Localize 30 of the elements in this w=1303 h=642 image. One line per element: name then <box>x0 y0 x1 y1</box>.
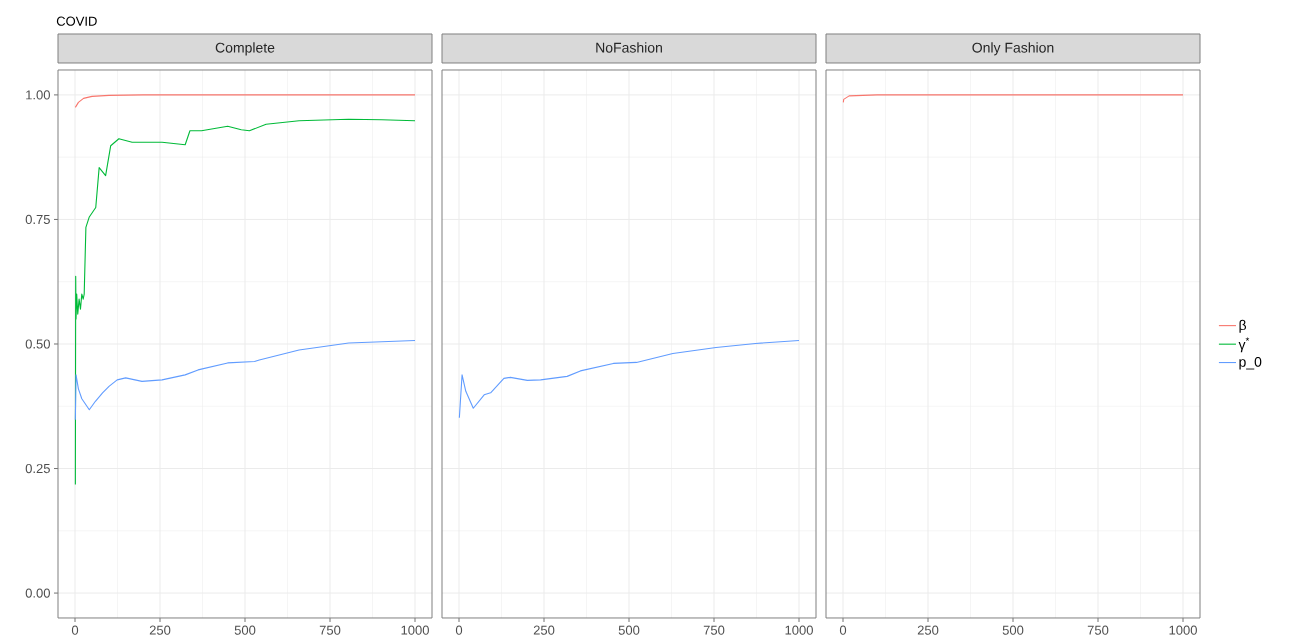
x-tick-label: 750 <box>703 625 725 635</box>
x-tick-label: 1000 <box>785 625 813 635</box>
line-series <box>74 118 416 486</box>
line-series <box>74 339 416 421</box>
y-tick-label: 0.00 <box>25 588 50 598</box>
x-tick-label: 500 <box>1002 625 1024 635</box>
chart-title: Complete <box>215 42 275 56</box>
y-tick-label: 0.75 <box>25 214 50 225</box>
y-tick-label: 0.50 <box>25 339 50 349</box>
legend-label: p_0 <box>1239 356 1262 370</box>
x-tick-label: 1000 <box>1169 625 1197 635</box>
x-tick-label: 750 <box>1087 625 1109 635</box>
x-tick-label: 0 <box>839 625 847 635</box>
x-tick-label: 500 <box>234 625 256 635</box>
legend-label: γ$^{*}$ <box>1238 337 1250 353</box>
x-tick-label: 0 <box>455 625 463 635</box>
x-tick-label: 1000 <box>401 625 429 635</box>
legend-label: β <box>1239 319 1247 333</box>
chart-title: Only Fashion <box>972 42 1054 56</box>
x-tick-label: 250 <box>533 625 555 635</box>
line-series <box>74 94 416 108</box>
x-tick-label: 500 <box>618 625 640 635</box>
y-tick-label: 0.25 <box>25 463 50 474</box>
x-tick-label: 250 <box>917 625 939 635</box>
y-tick-label: 1.00 <box>26 90 50 100</box>
x-tick-label: 0 <box>71 625 79 635</box>
x-tick-label: 750 <box>319 625 341 635</box>
x-tick-label: 250 <box>149 625 171 635</box>
chart-title: NoFashion <box>596 42 662 53</box>
text: COVID <box>56 16 97 26</box>
